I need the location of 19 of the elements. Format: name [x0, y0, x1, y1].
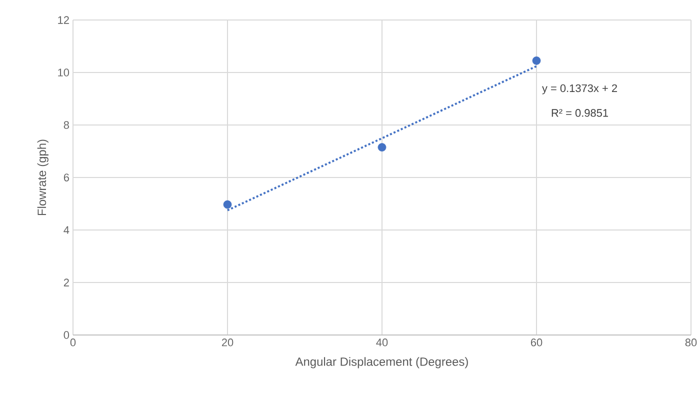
- point: [532, 56, 541, 65]
- y-tick-label: 4: [64, 226, 70, 234]
- y-tick-label: 10: [58, 68, 70, 76]
- point: [378, 143, 386, 152]
- x-tick-label: 60: [530, 338, 542, 346]
- point: [223, 200, 232, 209]
- x-axis-title: Angular Displacement (Degrees): [295, 357, 468, 368]
- annotation: y = 0.1373x + 2: [542, 84, 617, 94]
- y-tick-label: 6: [64, 174, 69, 182]
- annotation: R² = 0.9851: [552, 109, 608, 117]
- y-tick-label: 2: [64, 278, 69, 286]
- y-tick-label: 0: [64, 331, 70, 339]
- y-tick-label: 12: [58, 16, 69, 24]
- x-tick-label: 40: [376, 338, 388, 346]
- x-tick-label: 80: [685, 338, 697, 346]
- x-tick-label: 0: [70, 338, 76, 346]
- y-axis-title: Flowrate (gph): [37, 140, 48, 216]
- y-tick-label: 8: [64, 121, 69, 129]
- x-tick-label: 20: [222, 338, 234, 346]
